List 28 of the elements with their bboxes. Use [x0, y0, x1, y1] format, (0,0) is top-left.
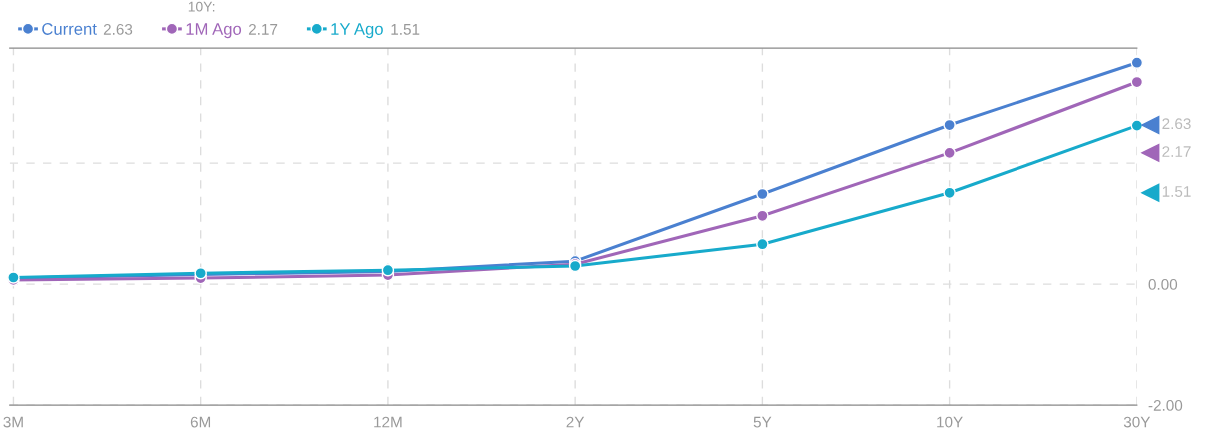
point: [943, 118, 956, 132]
point: [943, 186, 956, 200]
x-tick-label: 12M: [374, 416, 402, 428]
text: 2.63: [1162, 118, 1191, 130]
legend-label: 1M Ago: [186, 23, 242, 39]
x-tick-label: 10Y: [937, 416, 963, 428]
x-tick-label: 3M: [3, 416, 23, 428]
text: 1.51: [391, 24, 420, 35]
point: [1130, 56, 1144, 69]
point: [756, 187, 769, 201]
text: 1.51: [1162, 186, 1191, 197]
x-tick-label: 2Y: [566, 416, 585, 428]
point: [756, 237, 769, 251]
legend-label: Current: [42, 23, 97, 35]
x-tick-label: 6M: [190, 416, 211, 428]
text: 2.17: [248, 23, 278, 35]
y-tick-label: -2.00: [1148, 400, 1183, 411]
text: 2.63: [103, 23, 133, 35]
legend-label: 1Y Ago: [331, 23, 383, 39]
x-tick-label: 5Y: [753, 416, 772, 428]
point: [1130, 119, 1144, 132]
point: [1130, 75, 1144, 89]
point: [943, 146, 956, 160]
x-tick-label: 30Y: [1123, 416, 1151, 428]
text: 2.17: [1162, 146, 1191, 157]
y-tick-label: 0.00: [1148, 279, 1178, 290]
legend-title: 10Y:: [188, 1, 215, 12]
point: [756, 209, 769, 223]
